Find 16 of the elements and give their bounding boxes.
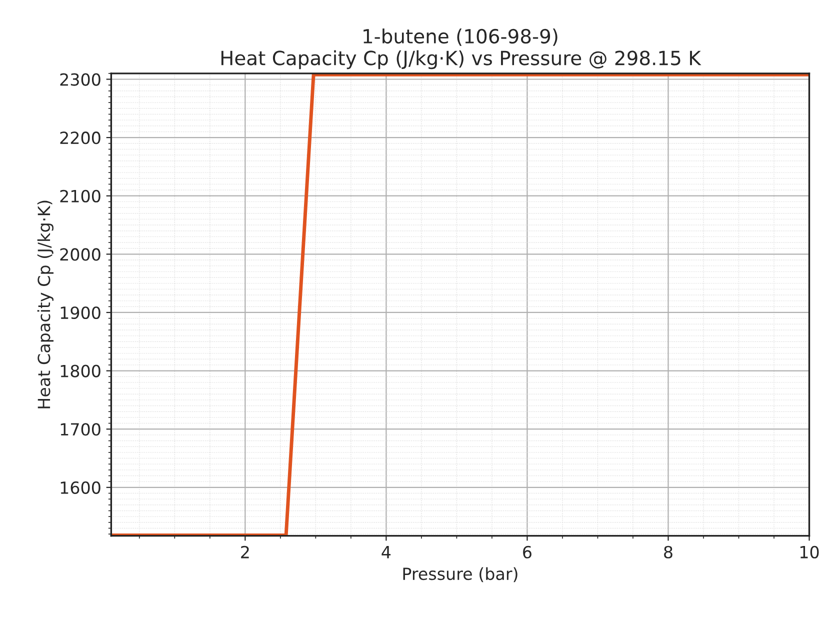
x-tick-label: 6 <box>523 546 532 558</box>
chart-title: 1-butene (106-98-9) Heat Capacity Cp (J/kg·K) vs Pressure @ 298.15 K <box>221 28 702 70</box>
x-tick-label: 2 <box>241 546 249 558</box>
y-tick-label: 2200 <box>60 132 100 144</box>
x-tick-label: 8 <box>664 546 672 558</box>
x-axis-title: Pressure (bar) <box>403 567 518 582</box>
y-tick-label: 2300 <box>60 73 100 86</box>
x-tick-label: 10 <box>800 546 819 558</box>
y-tick-label: 1600 <box>60 481 100 494</box>
y-axis-title: Heat Capacity Cp (J/kg·K) <box>37 200 54 408</box>
y-tick-label: 1700 <box>60 423 100 436</box>
x-tick-label: 4 <box>382 546 391 558</box>
y-tick-label: 2100 <box>60 190 100 202</box>
y-tick-label: 1900 <box>60 306 100 320</box>
y-tick-label: 2000 <box>60 248 100 261</box>
y-tick-label: 1800 <box>60 364 100 378</box>
